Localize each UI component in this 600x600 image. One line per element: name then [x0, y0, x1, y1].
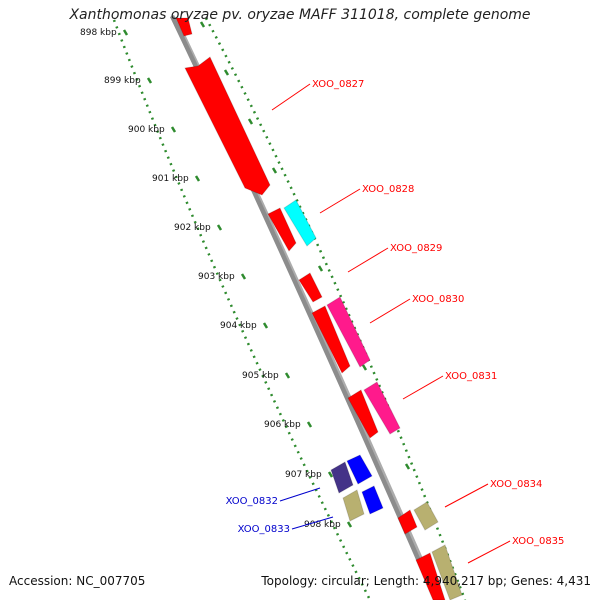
- gene-arrow-fragment: [361, 485, 384, 515]
- tick-mark: [240, 273, 247, 280]
- tick-mark: [216, 224, 223, 231]
- leader-line: [279, 487, 321, 502]
- tick-mark: [170, 126, 177, 133]
- gene-label-xoo_0828: XOO_0828: [362, 184, 414, 195]
- tick-mark: [361, 364, 368, 371]
- gene-arrow-fragment: [311, 305, 351, 374]
- tick-mark: [122, 29, 129, 36]
- gene-arrow-xoo_0830: [326, 296, 371, 368]
- gene-arrow-fragment: [347, 389, 379, 439]
- leader-line: [467, 540, 511, 564]
- gene-label-xoo_0832: XOO_0832: [226, 496, 278, 507]
- tick-mark: [317, 265, 324, 272]
- tick-track-outer: [112, 19, 372, 600]
- tick-label: 900 kbp: [128, 125, 165, 135]
- gene-label-xoo_0829: XOO_0829: [390, 243, 442, 254]
- tick-label: 903 kbp: [198, 272, 235, 282]
- tick-label: 905 kbp: [242, 371, 279, 381]
- tick-label: 907 kbp: [285, 470, 322, 480]
- tick-label: 902 kbp: [174, 223, 211, 233]
- leader-line: [319, 188, 361, 214]
- tick-label: 901 kbp: [152, 174, 189, 184]
- gene-arrow-xoo_0829: [298, 272, 323, 303]
- gene-label-xoo_0827: XOO_0827: [312, 79, 364, 90]
- gene-label-xoo_0830: XOO_0830: [412, 294, 464, 305]
- gene-arrow-xoo_0827: [184, 56, 271, 196]
- tick-mark: [199, 21, 206, 28]
- gene-arrow-xoo_0828: [283, 199, 317, 247]
- topology-text: Topology: circular; Length: 4,940,217 bp…: [261, 574, 591, 588]
- tick-mark: [404, 463, 411, 470]
- tick-label: 906 kbp: [264, 420, 301, 430]
- gene-arrow-xoo_0832: [330, 461, 354, 494]
- tick-mark: [247, 118, 254, 125]
- genome-title: Xanthomonas oryzae pv. oryzae MAFF 31101…: [69, 7, 531, 23]
- gene-arrow-xoo_0833: [342, 489, 365, 522]
- leader-line: [444, 483, 489, 508]
- leader-line: [369, 298, 411, 324]
- tick-label: 898 kbp: [80, 28, 117, 38]
- gene-arrow-fragment: [346, 454, 373, 485]
- leader-line: [271, 83, 311, 111]
- tick-mark: [194, 175, 201, 182]
- tick-mark: [346, 521, 353, 528]
- gene-arrow-fragment: [397, 509, 418, 535]
- tick-label: 904 kbp: [220, 321, 257, 331]
- tick-mark: [262, 322, 269, 329]
- tick-mark: [306, 421, 313, 428]
- leader-line: [347, 247, 389, 273]
- tick-label: 899 kbp: [104, 76, 141, 86]
- tick-mark: [271, 167, 278, 174]
- gene-label-xoo_0835: XOO_0835: [512, 536, 564, 547]
- tick-label: 908 kbp: [304, 520, 341, 530]
- gene-label-xoo_0834: XOO_0834: [490, 479, 542, 490]
- accession-text: Accession: NC_007705: [9, 574, 146, 588]
- gene-arrow-xoo_0831: [363, 381, 401, 435]
- leader-line: [291, 516, 334, 530]
- tick-mark: [223, 69, 230, 76]
- tick-mark: [146, 77, 153, 84]
- gene-arrow-fragment: [267, 207, 297, 252]
- gene-arrow-xoo_0835: [431, 544, 463, 600]
- gene-arrow-fragment: [415, 552, 446, 600]
- gene-label-xoo_0833: XOO_0833: [238, 524, 290, 535]
- gene-arrow-xoo_0834: [413, 501, 439, 531]
- gene-arrow-fragment: [175, 17, 193, 37]
- leader-line: [402, 375, 444, 400]
- gene-label-xoo_0831: XOO_0831: [445, 371, 497, 382]
- tick-mark: [327, 471, 334, 478]
- tick-mark: [284, 372, 291, 379]
